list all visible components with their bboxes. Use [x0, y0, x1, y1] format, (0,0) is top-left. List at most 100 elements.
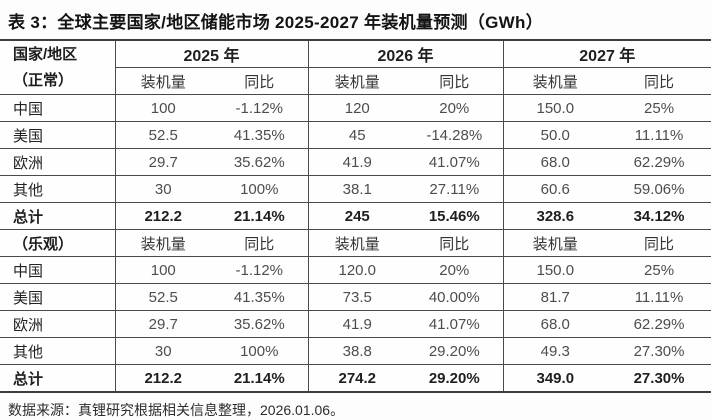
table-header: 国家/地区 （正常） 2025 年 2026 年 2027 年 装机量 同比 装… [0, 40, 711, 95]
installed-capacity-value: 38.1 [307, 175, 407, 203]
subheader-install: 装机量 [307, 67, 407, 95]
table-row: 欧洲 29.7 35.62% 41.9 41.07% 68.0 62.29% [0, 148, 711, 176]
table-row: 美国 52.5 41.35% 73.5 40.00% 81.7 11.11% [0, 283, 711, 311]
table-row: 其他 30 100% 38.1 27.11% 60.6 59.06% [0, 175, 711, 203]
installed-capacity-value: 150.0 [502, 256, 608, 284]
row-label: 其他 [0, 175, 115, 203]
source-note: 数据来源：真锂研究根据相关信息整理，2026.01.06。 [8, 402, 345, 418]
yoy-value: 100% [211, 337, 309, 365]
installed-capacity-value: 150.0 [502, 94, 608, 122]
optimistic-scenario-rows: 中国 100 -1.12% 120.0 20% 150.0 25% 美国 52.5 41.35% 7… [0, 256, 711, 393]
yoy-value: -1.12% [211, 256, 309, 284]
optimistic-scenario-label: （乐观） [0, 229, 115, 257]
subheader-install: 装机量 [307, 229, 407, 257]
yoy-value: 35.62% [211, 310, 309, 338]
installed-capacity-value: 212.2 [114, 364, 211, 393]
yoy-value: 41.35% [211, 283, 309, 311]
installed-capacity-value: 29.7 [114, 148, 211, 176]
row-label: 中国 [0, 256, 115, 284]
installed-capacity-value: 30 [114, 337, 211, 365]
installed-capacity-value: 100 [114, 256, 211, 284]
yoy-value: 29.20% [406, 337, 504, 365]
year-header-2027: 2027 年 [502, 40, 711, 68]
yoy-value: 100% [211, 175, 309, 203]
corner-header-line1: 国家/地区 [13, 45, 78, 63]
installed-capacity-value: 245 [307, 202, 407, 230]
subheader-yoy: 同比 [607, 67, 711, 95]
installed-capacity-value: 29.7 [114, 310, 211, 338]
yoy-value: 34.12% [607, 202, 711, 230]
installed-capacity-value: 52.5 [114, 283, 211, 311]
year-header-row: 国家/地区 （正常） 2025 年 2026 年 2027 年 [0, 40, 711, 95]
yoy-value: 62.29% [607, 148, 711, 176]
yoy-value: 35.62% [211, 148, 309, 176]
subheader-row: 装机量 同比 装机量 同比 装机量 同比 [0, 67, 711, 95]
subheader-yoy: 同比 [607, 229, 711, 257]
installed-capacity-value: 45 [307, 121, 407, 149]
table-row: 总计 212.2 21.14% 274.2 29.20% 349.0 27.30% [0, 364, 711, 393]
yoy-value: 20% [406, 256, 504, 284]
row-label: 中国 [0, 94, 115, 122]
yoy-value: 11.11% [607, 121, 711, 149]
year-header-2026: 2026 年 [307, 40, 504, 68]
installed-capacity-value: 52.5 [114, 121, 211, 149]
optimistic-scenario-body: （乐观） 装机量 同比 装机量 同比 装机量 同比 [0, 229, 711, 257]
optimistic-header-row: （乐观） 装机量 同比 装机量 同比 装机量 同比 [0, 229, 711, 257]
installed-capacity-value: 41.9 [307, 148, 407, 176]
subheader-yoy: 同比 [406, 229, 504, 257]
row-label: 欧洲 [0, 148, 115, 176]
yoy-value: 40.00% [406, 283, 504, 311]
forecast-table: 国家/地区 （正常） 2025 年 2026 年 2027 年 装机量 同比 装… [0, 39, 711, 393]
subheader-install: 装机量 [114, 229, 211, 257]
yoy-value: 15.46% [406, 202, 504, 230]
yoy-value: 41.35% [211, 121, 309, 149]
yoy-value: 27.11% [406, 175, 504, 203]
yoy-value: 59.06% [607, 175, 711, 203]
installed-capacity-value: 120.0 [307, 256, 407, 284]
installed-capacity-value: 73.5 [307, 283, 407, 311]
installed-capacity-value: 60.6 [502, 175, 608, 203]
yoy-value: 21.14% [211, 364, 309, 393]
corner-header-line2: （正常） [13, 71, 74, 89]
subheader-install: 装机量 [502, 67, 608, 95]
row-label: 总计 [0, 202, 115, 230]
installed-capacity-value: 274.2 [307, 364, 407, 393]
subheader-yoy: 同比 [406, 67, 504, 95]
page-title: 表 3：全球主要国家/地区储能市场 2025-2027 年装机量预测（GWh） [8, 13, 543, 32]
installed-capacity-value: 41.9 [307, 310, 407, 338]
yoy-value: 41.07% [406, 310, 504, 338]
yoy-value: 27.30% [607, 337, 711, 365]
row-label: 其他 [0, 337, 115, 365]
installed-capacity-value: 49.3 [502, 337, 608, 365]
installed-capacity-value: 68.0 [502, 148, 608, 176]
installed-capacity-value: 50.0 [502, 121, 608, 149]
subheader-install: 装机量 [114, 67, 211, 95]
installed-capacity-value: 100 [114, 94, 211, 122]
installed-capacity-value: 81.7 [502, 283, 608, 311]
table-row: 中国 100 -1.12% 120.0 20% 150.0 25% [0, 256, 711, 284]
yoy-value: -14.28% [406, 121, 504, 149]
installed-capacity-value: 328.6 [502, 202, 608, 230]
yoy-value: 41.07% [406, 148, 504, 176]
installed-capacity-value: 120 [307, 94, 407, 122]
subheader-yoy: 同比 [211, 229, 309, 257]
yoy-value: 25% [607, 94, 711, 122]
yoy-value: 29.20% [406, 364, 504, 393]
installed-capacity-value: 68.0 [502, 310, 608, 338]
yoy-value: 21.14% [211, 202, 309, 230]
installed-capacity-value: 212.2 [114, 202, 211, 230]
installed-capacity-value: 30 [114, 175, 211, 203]
yoy-value: 25% [607, 256, 711, 284]
row-label: 美国 [0, 121, 115, 149]
table-row: 美国 52.5 41.35% 45 -14.28% 50.0 11.11% [0, 121, 711, 149]
yoy-value: -1.12% [211, 94, 309, 122]
row-label: 美国 [0, 283, 115, 311]
table-row: 欧洲 29.7 35.62% 41.9 41.07% 68.0 62.29% [0, 310, 711, 338]
yoy-value: 11.11% [607, 283, 711, 311]
row-label: 欧洲 [0, 310, 115, 338]
table-row: 其他 30 100% 38.8 29.20% 49.3 27.30% [0, 337, 711, 365]
row-label: 总计 [0, 364, 115, 393]
table-row: 总计 212.2 21.14% 245 15.46% 328.6 34.12% [0, 202, 711, 230]
table-row: 中国 100 -1.12% 120 20% 150.0 25% [0, 94, 711, 122]
